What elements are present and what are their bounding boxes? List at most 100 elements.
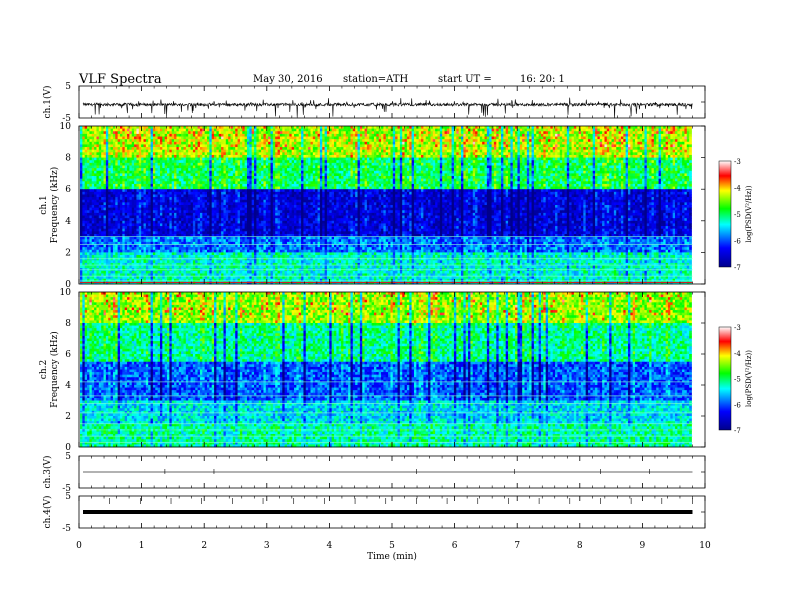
ch1-spectrogram-cell xyxy=(185,165,189,169)
ch1-spectrogram-cell xyxy=(606,154,610,158)
ch1-spectrogram-cell xyxy=(324,168,328,172)
ch1-spectrogram-cell xyxy=(649,168,652,172)
ch1-spectrogram-cell xyxy=(127,170,130,174)
ch1-spectrogram-cell xyxy=(164,157,168,161)
ch1-spectrogram-cell xyxy=(564,160,568,164)
ch1-spectrogram-cell xyxy=(195,160,198,164)
ch1-spectrogram-cell xyxy=(174,154,177,158)
ch1-spectrogram-cell xyxy=(597,141,601,145)
ch1-spectrogram-cell xyxy=(620,170,624,174)
ch1-spectrogram-cell xyxy=(87,149,90,153)
ch1-spectrogram-cell xyxy=(432,131,436,135)
ch1-spectrogram-cell xyxy=(646,141,650,145)
ch1-spectrogram-cell xyxy=(232,170,236,174)
ch1-spectrogram-cell xyxy=(635,139,638,143)
ch1-spectrogram-cell xyxy=(376,131,380,135)
ch1-spectrogram-cell xyxy=(310,139,314,143)
ch1-spectrogram-cell xyxy=(129,147,133,151)
ch1-spectrogram-cell xyxy=(310,136,314,140)
ch1-spectrogram-cell xyxy=(477,165,481,169)
ch1-spectrogram-cell xyxy=(138,173,142,177)
ch1-spectrogram-cell xyxy=(178,128,182,132)
ch1-spectrogram-cell xyxy=(392,144,396,148)
ch1-spectrogram-cell xyxy=(635,141,638,145)
ch1-spectrogram-cell xyxy=(660,139,664,143)
ch1-spectrogram-cell xyxy=(336,126,340,130)
figure-title: VLF Spectra xyxy=(79,72,162,87)
ch1-spectrogram-cell xyxy=(597,139,601,143)
ch1-spectrogram-cell xyxy=(635,128,638,132)
ch1-spectrogram-cell xyxy=(131,165,135,169)
ch1-spectrogram-cell xyxy=(239,141,243,145)
ch1-spectrogram-cell xyxy=(98,141,102,145)
ch1-spectrogram-cell xyxy=(665,126,669,130)
ch1-spectrogram-cell xyxy=(684,165,688,169)
ch1-spectrogram-cell xyxy=(446,152,450,156)
ch1-spectrogram-cell xyxy=(437,168,441,172)
ch1-spectrogram-cell xyxy=(115,144,119,148)
ch1-spectrogram-cell xyxy=(319,157,323,161)
ch1-spectrogram-cell xyxy=(540,147,544,151)
ch1-spectrogram-cell xyxy=(503,139,507,143)
ch1-spectrogram-cell xyxy=(453,160,457,164)
ch1-spectrogram-cell xyxy=(404,157,408,161)
ch1-spectrogram-cell xyxy=(324,139,328,143)
ch1-spectrogram-cell xyxy=(112,149,116,153)
ch1-spectrogram-cell xyxy=(221,126,224,130)
ch1-spectrogram-cell xyxy=(108,173,111,177)
ch1-spectrogram-cell xyxy=(548,168,551,172)
ch1-spectrogram-cell xyxy=(148,131,151,135)
ch1-spectrogram-cell xyxy=(449,131,452,135)
ch1-spectrogram-cell xyxy=(207,144,210,148)
ch1-spectrogram-cell xyxy=(524,170,528,174)
ch1-spectrogram-cell xyxy=(470,165,474,169)
ch1-spectrogram-cell xyxy=(357,133,361,137)
ch1-spectrogram-cell xyxy=(181,160,184,164)
ch1-spectrogram-cell xyxy=(249,147,253,151)
ch1-spectrogram-cell xyxy=(482,154,485,158)
ch1-spectrogram-cell xyxy=(89,173,93,177)
ch1-spectrogram-cell xyxy=(533,168,537,172)
ch1-spectrogram-cell xyxy=(352,157,356,161)
ch1-spectrogram-cell xyxy=(261,136,264,140)
ch1-spectrogram-cell xyxy=(209,162,213,166)
ch1-spectrogram-cell xyxy=(456,139,460,143)
ch1-spectrogram-cell xyxy=(315,149,318,153)
ch1-spectrogram-cell xyxy=(540,154,544,158)
ch1-spectrogram-cell xyxy=(432,173,436,177)
ch1-spectrogram-cell xyxy=(425,139,429,143)
ch1-spectrogram-cell xyxy=(261,128,264,132)
ch1-spectrogram-cell xyxy=(357,131,361,135)
ch1-spectrogram-cell xyxy=(564,165,568,169)
ch1-spectrogram-cell xyxy=(338,136,342,140)
ch1-spectrogram-cell xyxy=(141,168,144,172)
ch1-spectrogram-cell xyxy=(684,126,688,130)
ch1-spectrogram-cell xyxy=(131,126,135,130)
ch1-spectrogram-cell xyxy=(282,160,286,164)
ch1-spectrogram-cell xyxy=(124,154,128,158)
ch1-spectrogram-cell xyxy=(291,165,295,169)
ch1-spectrogram-cell xyxy=(244,154,248,158)
ch1-spectrogram-cell xyxy=(489,128,492,132)
ch1-spectrogram-cell xyxy=(512,162,516,166)
ch1-spectrogram-cell xyxy=(185,133,189,137)
ch1-spectrogram-cell xyxy=(334,170,337,174)
ch1-spectrogram-cell xyxy=(404,160,408,164)
ch1-spectrogram-cell xyxy=(202,162,206,166)
ch1-spectrogram-cell xyxy=(298,160,302,164)
ch1-spectrogram-cell xyxy=(298,131,302,135)
ch1-spectrogram-cell xyxy=(279,139,283,143)
ch1-spectrogram-cell xyxy=(326,170,330,174)
ch1-spectrogram-cell xyxy=(522,128,525,132)
ch1-spectrogram-cell xyxy=(185,131,189,135)
ch1-spectrogram-cell xyxy=(195,144,198,148)
ch1-spectrogram-cell xyxy=(461,154,464,158)
ch1-spectrogram-cell xyxy=(112,136,116,140)
ch1-spectrogram-cell xyxy=(350,144,354,148)
ch1-spectrogram-cell xyxy=(479,154,483,158)
ch1-spectrogram-cell xyxy=(444,152,448,156)
ch1-spectrogram-cell xyxy=(129,139,133,143)
ch1-spectrogram-cell xyxy=(82,126,86,130)
ch1-spectrogram-cell xyxy=(359,157,363,161)
ch1-spectrogram-cell xyxy=(496,136,500,140)
